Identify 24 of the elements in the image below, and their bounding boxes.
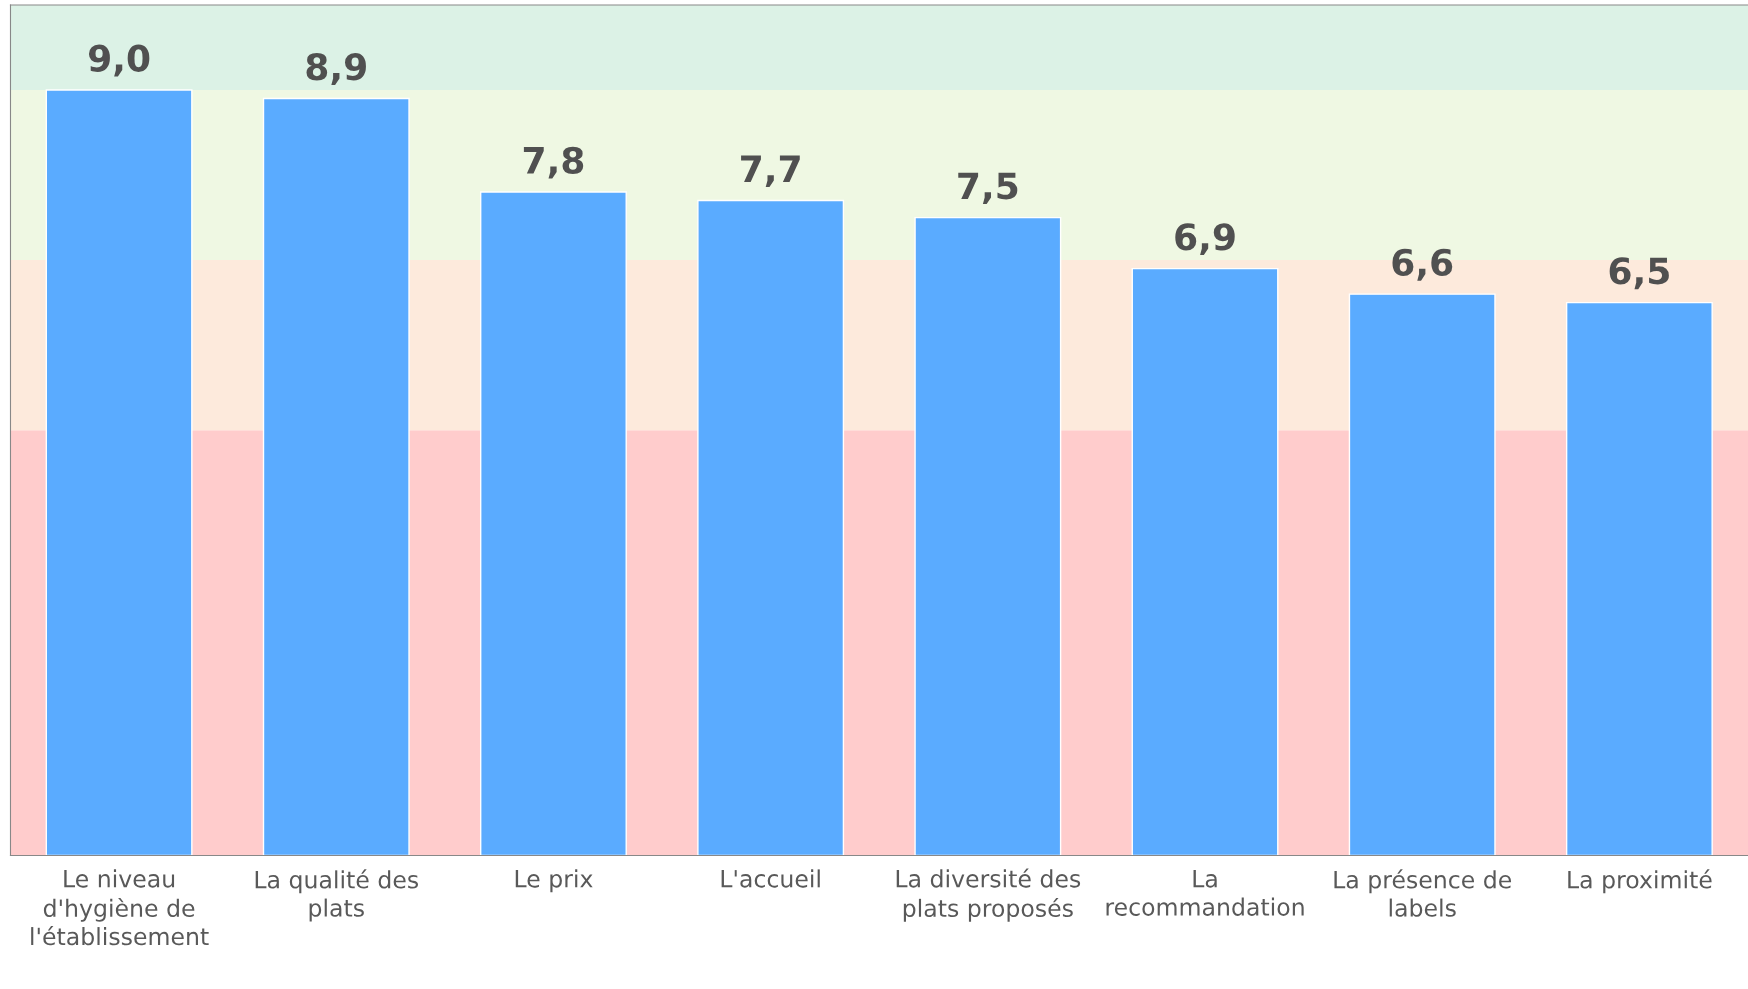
data-label: 6,9 bbox=[1175, 223, 1235, 256]
x-tick-label: Le niveau d'hygiène de l'établissement bbox=[31, 869, 209, 946]
bar bbox=[480, 191, 627, 856]
data-label: 7,8 bbox=[523, 146, 584, 179]
x-tick-label: Le prix bbox=[515, 869, 593, 893]
bar bbox=[1348, 293, 1496, 856]
x-tick-label: La qualité des plats bbox=[255, 869, 418, 922]
data-label: 9,0 bbox=[88, 44, 150, 77]
data-label: 7,7 bbox=[741, 155, 800, 188]
bar bbox=[262, 97, 410, 856]
data-label: 6,6 bbox=[1392, 248, 1453, 281]
bar bbox=[697, 199, 845, 856]
bar bbox=[1131, 267, 1279, 856]
data-label: 6,5 bbox=[1609, 257, 1669, 290]
x-tick-label: La recommandation bbox=[1106, 870, 1304, 916]
data-label: 7,5 bbox=[958, 172, 1018, 205]
bar bbox=[45, 89, 193, 856]
x-tick-label: La présence de labels bbox=[1334, 869, 1512, 917]
data-label: 8,9 bbox=[306, 53, 366, 86]
x-tick-label: La proximité bbox=[1568, 869, 1712, 894]
x-tick-label: La diversité des plats proposés bbox=[896, 868, 1081, 922]
bar bbox=[1565, 301, 1713, 856]
x-tick-label: L'accueil bbox=[721, 869, 820, 888]
bar bbox=[914, 216, 1062, 856]
